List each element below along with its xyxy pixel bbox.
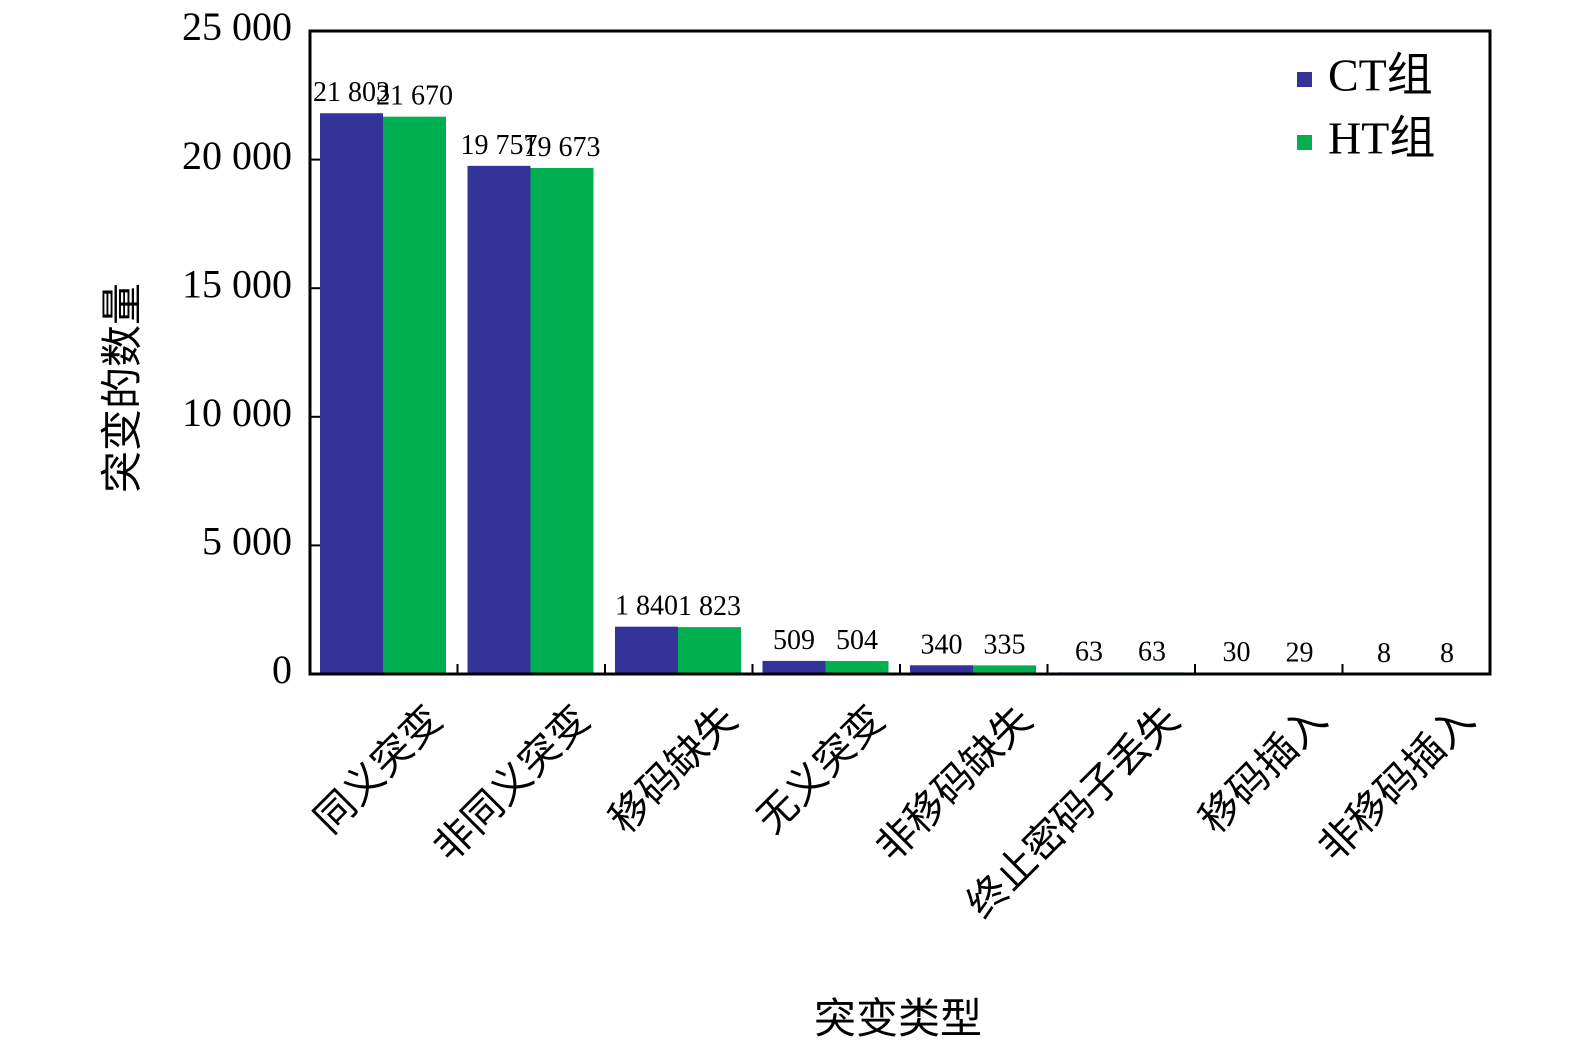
data-label-ct-4: 340 [921, 629, 963, 660]
bar-ct-1 [467, 165, 531, 674]
bar-ct-2 [615, 626, 678, 674]
y-axis-title: 突变的数量 [98, 283, 147, 493]
y-tick-label: 10 000 [182, 390, 292, 435]
data-label-ht-2: 1 823 [678, 591, 741, 622]
data-label-ct-7: 8 [1377, 638, 1391, 669]
legend-label-ct: CT组 [1328, 50, 1433, 101]
bar-ht-1 [530, 168, 594, 674]
data-label-ct-2: 1 840 [615, 591, 678, 622]
y-tick-label: 5 000 [202, 519, 292, 564]
data-label-ht-0: 21 670 [376, 81, 453, 112]
data-label-ct-5: 63 [1075, 636, 1103, 667]
legend: CT组 HT组 [1297, 50, 1435, 164]
y-tick-label: 20 000 [182, 133, 292, 178]
category-label: 移码插入 [1191, 697, 1337, 843]
data-label-ht-3: 504 [836, 625, 878, 656]
category-label: 无义突变 [748, 697, 894, 843]
data-label-ht-5: 63 [1138, 636, 1166, 667]
data-label-ct-6: 30 [1223, 637, 1251, 668]
data-label-ct-1: 19 757 [461, 130, 538, 161]
category-label: 同义突变 [306, 697, 452, 843]
data-label-ht-4: 335 [984, 629, 1026, 660]
legend-swatch-ct [1297, 72, 1312, 87]
bar-ct-0 [320, 113, 383, 675]
bar-ht-4 [973, 665, 1036, 674]
category-label: 移码缺失 [601, 697, 747, 843]
legend-swatch-ht [1297, 135, 1312, 150]
y-tick-label: 25 000 [182, 4, 292, 49]
x-axis-title: 突变类型 [814, 994, 982, 1043]
y-tick-label: 0 [272, 647, 292, 692]
category-label: 非移码插入 [1310, 697, 1484, 871]
data-label-ct-3: 509 [773, 625, 815, 656]
bars-layer [320, 113, 1479, 675]
bar-ht-3 [825, 661, 889, 674]
bar-ht-0 [383, 116, 446, 675]
category-label: 非同义突变 [425, 697, 599, 871]
bar-ct-3 [762, 660, 826, 674]
y-axis: 0 5 000 10 000 15 000 20 000 25 000 [182, 4, 320, 692]
legend-label-ht: HT组 [1328, 113, 1435, 164]
x-axis [456, 664, 1344, 674]
bar-ht-2 [678, 627, 741, 674]
data-label-ht-7: 8 [1440, 638, 1454, 669]
data-label-ht-1: 19 673 [524, 132, 601, 163]
y-tick-label: 15 000 [182, 261, 292, 306]
data-label-ht-6: 29 [1286, 637, 1314, 668]
bar-ct-4 [910, 665, 973, 674]
data-label-ct-0: 21 803 [313, 77, 390, 108]
